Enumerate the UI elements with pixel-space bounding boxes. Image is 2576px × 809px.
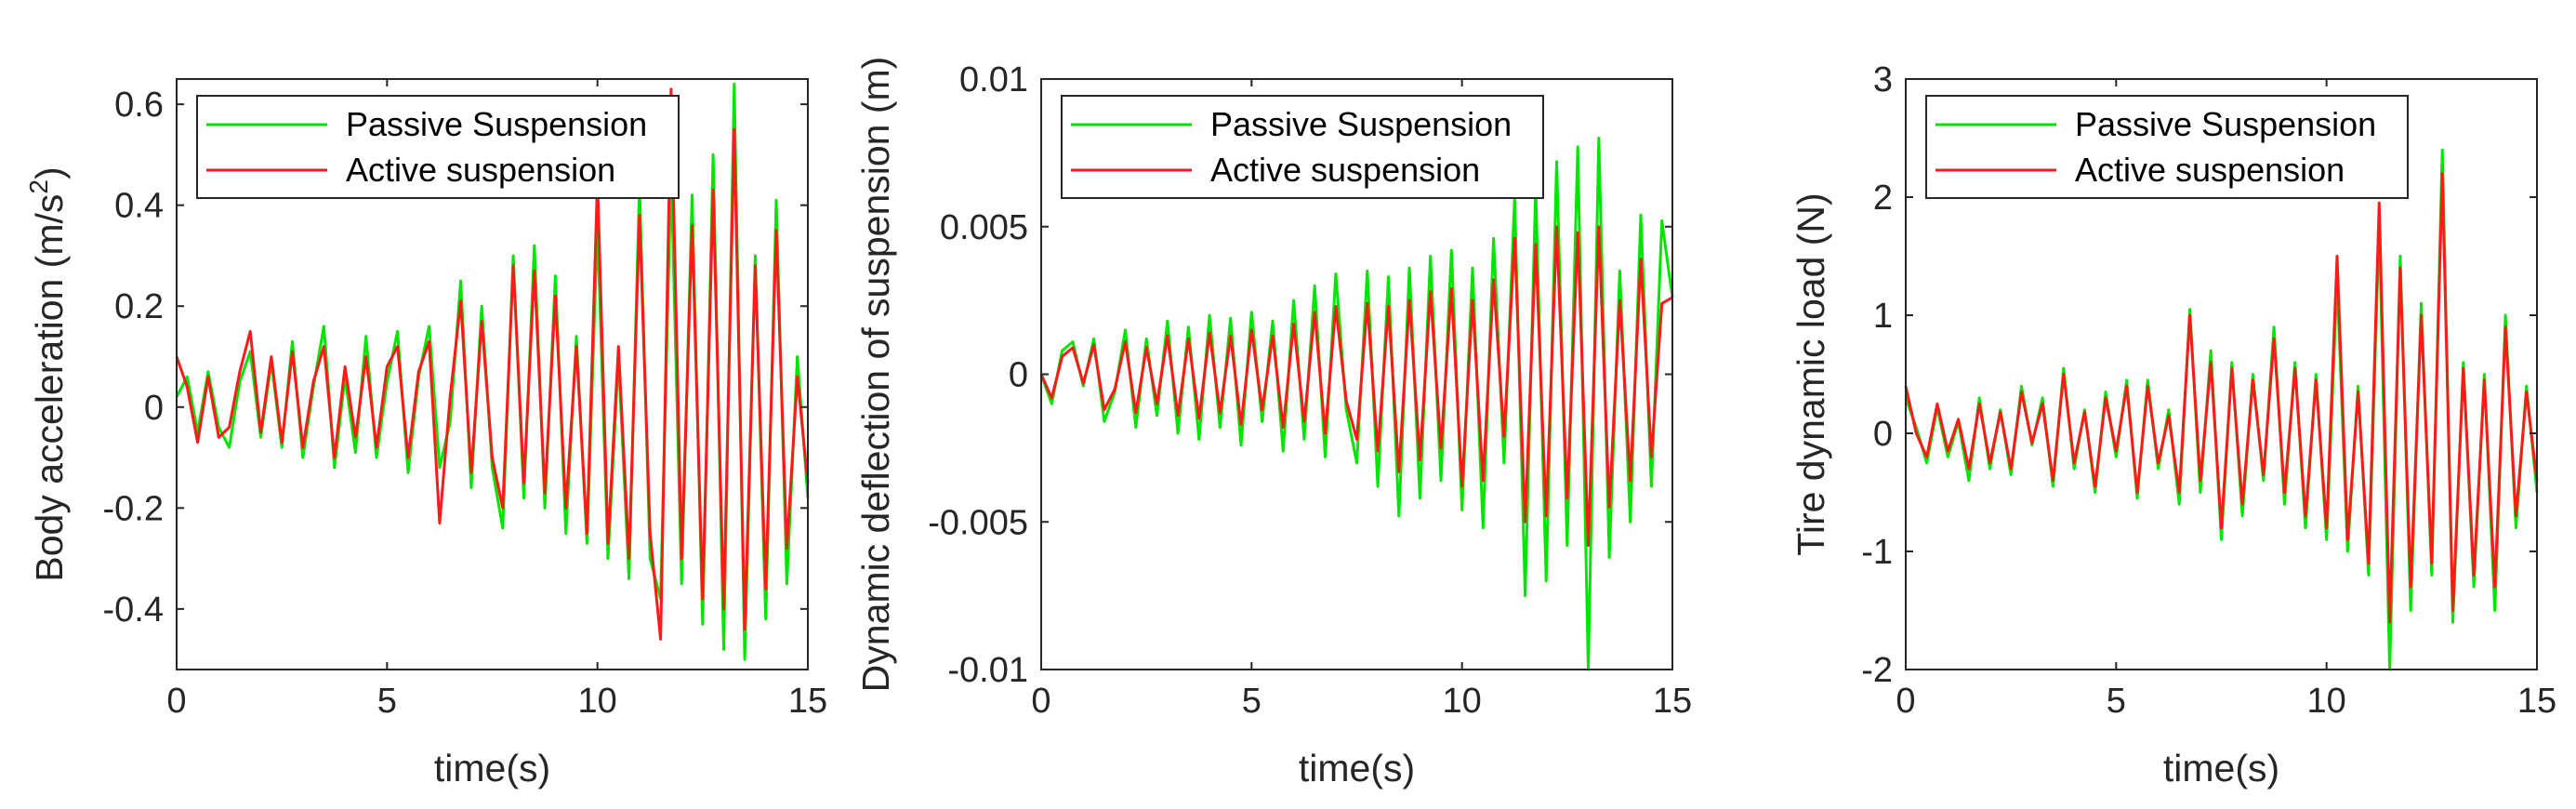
y-tick-label: 0.4 <box>114 187 164 226</box>
legend-label-active: Active suspension <box>2075 151 2345 189</box>
x-tick-label: 5 <box>377 682 397 721</box>
legend-label-active: Active suspension <box>1210 151 1480 189</box>
y-tick-label: 0 <box>144 389 164 428</box>
x-tick-label: 10 <box>578 682 617 721</box>
x-tick-label: 15 <box>2517 682 2556 721</box>
x-tick-labels: 0 5 10 15 <box>1896 682 2556 721</box>
x-tick-label: 0 <box>1896 682 1915 721</box>
y-tick-label: 0 <box>1873 415 1893 454</box>
y-axis-label-tail: ) <box>28 166 71 179</box>
y-axis-label-main: Body acceleration (m/s <box>28 194 71 582</box>
y-tick-label: 0.2 <box>114 287 164 326</box>
series-line-active-suspension <box>1039 225 1673 548</box>
x-axis-label: time(s) <box>434 747 550 789</box>
legend-box <box>1925 95 2409 199</box>
y-axis-label-superscript: 2 <box>24 179 53 194</box>
tick-marks <box>1040 78 1673 670</box>
y-tick-label: 1 <box>1873 297 1893 336</box>
legend-label-passive: Passive Suspension <box>2075 105 2376 143</box>
plot-lines <box>175 82 810 661</box>
x-tick-label: 10 <box>2307 682 2346 721</box>
x-tick-label: 0 <box>166 682 186 721</box>
y-tick-label: 3 <box>1873 60 1893 99</box>
y-tick-label: -0.4 <box>103 590 164 630</box>
x-tick-labels: 0 5 10 15 <box>166 682 827 721</box>
y-tick-label: -2 <box>1861 651 1893 690</box>
x-tick-label: 15 <box>788 682 827 721</box>
tick-marks <box>1905 78 2538 670</box>
legend-label-passive: Passive Suspension <box>346 105 647 143</box>
legend: Passive Suspension Active suspension <box>196 95 680 199</box>
plot-lines <box>1904 148 2539 671</box>
x-tick-label: 5 <box>1242 682 1262 721</box>
y-tick-labels: -0.4 -0.2 0 0.2 0.4 0.6 <box>103 86 164 630</box>
legend-box <box>196 95 680 199</box>
series-line-passive-suspension <box>175 82 810 661</box>
y-tick-label: 0.6 <box>114 86 164 125</box>
legend-label-active: Active suspension <box>346 151 615 189</box>
tick-marks <box>176 79 809 670</box>
y-tick-label: 0.005 <box>940 208 1028 247</box>
plot-frame <box>1905 78 2538 670</box>
plot-frame <box>176 78 809 670</box>
y-axis-label: Body acceleration (m/s2) <box>24 166 71 581</box>
plot-lines <box>1039 137 1674 671</box>
x-axis-label: time(s) <box>2163 747 2279 789</box>
y-axis-label: Tire dynamic load (N) <box>1790 192 1832 555</box>
series-line-passive-suspension <box>1904 148 2539 671</box>
x-tick-label: 15 <box>1653 682 1692 721</box>
legend: Passive Suspension Active suspension <box>1061 95 1544 199</box>
x-tick-label: 5 <box>2107 682 2126 721</box>
legend: Passive Suspension Active suspension <box>1925 95 2409 199</box>
legend-box <box>1061 95 1544 199</box>
x-tick-label: 0 <box>1031 682 1050 721</box>
y-tick-label: 2 <box>1873 179 1893 218</box>
series-line-active-suspension <box>175 87 810 641</box>
x-tick-label: 10 <box>1443 682 1482 721</box>
y-tick-label: -0.2 <box>103 489 164 528</box>
tire-dynamic-load-chart: 0 5 10 15 -2 -1 0 1 2 3 time(s) Tire dyn… <box>1790 60 2556 789</box>
x-tick-labels: 0 5 10 15 <box>1031 682 1692 721</box>
y-tick-label: -0.01 <box>947 651 1028 690</box>
y-tick-label: -1 <box>1861 533 1893 572</box>
y-tick-labels: -0.01 -0.005 0 0.005 0.01 <box>928 60 1028 690</box>
series-line-active-suspension <box>1904 172 2539 624</box>
series-line-passive-suspension <box>1039 137 1674 671</box>
y-tick-label: 0.01 <box>959 60 1028 99</box>
body-acceleration-chart: 0 5 10 15 -0.4 -0.2 0 0.2 0.4 0.6 time(s… <box>24 78 827 789</box>
y-tick-label: -0.005 <box>928 503 1028 542</box>
y-axis-label: Dynamic deflection of suspension (m) <box>854 57 897 693</box>
suspension-deflection-chart: 0 5 10 15 -0.01 -0.005 0 0.005 0.01 time… <box>854 57 1692 789</box>
y-tick-labels: -2 -1 0 1 2 3 <box>1861 60 1893 690</box>
legend-label-passive: Passive Suspension <box>1210 105 1512 143</box>
y-tick-label: 0 <box>1009 356 1028 395</box>
x-axis-label: time(s) <box>1299 747 1415 789</box>
